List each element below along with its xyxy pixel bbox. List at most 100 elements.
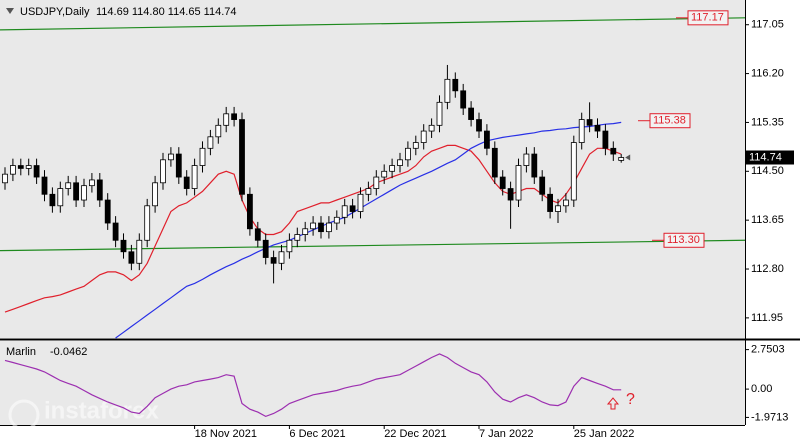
candle-body [357,193,364,212]
candle [286,233,293,259]
candle-body [81,185,87,201]
current-price-box [746,150,794,165]
candle-body [9,165,16,175]
candle [278,244,285,271]
candle-body [452,78,459,92]
candle-body [412,142,419,149]
candle-body [539,176,546,195]
candle-body [420,130,427,143]
y-tick-label: 116.20 [751,67,784,79]
candle [563,193,569,213]
candle [318,216,324,239]
candle [515,158,522,207]
y-tick-label: 112.80 [751,263,784,275]
candle-body [73,182,79,201]
candle [618,154,625,163]
candle-body [373,176,380,189]
candle-body [483,130,490,149]
candle [381,164,388,184]
candle-body [231,113,238,120]
candle-body [594,124,601,132]
candle-body [144,205,151,241]
candle-body [547,193,553,212]
candle [547,187,553,219]
candle [152,175,159,213]
symbol-title: USDJPY,Daily [20,6,90,18]
candle [310,216,317,236]
candle-body [112,222,119,241]
candle [175,147,182,184]
candle [483,124,490,156]
candle-body [278,251,285,264]
candle [144,198,151,248]
symbol-icon [6,8,14,14]
candle-body [191,165,198,189]
candle [239,112,245,202]
ohlc-text: 114.69 114.80 114.65 114.74 [96,6,236,18]
y-tick-label: 2.7503 [751,344,785,356]
indicator-title: Marlin [6,346,36,358]
candle-body [183,176,190,189]
candle-body [104,199,111,224]
candle [254,221,261,248]
candle-body [468,107,475,120]
level-label: 115.38 [653,115,686,127]
candle [491,141,498,184]
candle [468,101,475,127]
x-tick-label: 22 Dec 2021 [384,428,446,440]
candle [223,106,230,133]
candle [33,158,40,184]
candle-body [460,90,467,109]
candle-body [515,165,522,201]
level-label: 117.17 [691,12,724,24]
candle-body [25,165,32,169]
candle-body [167,153,174,161]
level-box [649,113,691,129]
candle [136,233,143,271]
candle [610,141,617,161]
candle-body [65,182,72,189]
watermark-tagline: Instant Forex Trading [46,428,141,439]
candle-body [246,193,253,230]
candle [570,135,577,207]
candle-body [49,193,56,207]
candle [120,233,127,259]
candle [460,83,467,115]
candle [389,158,396,179]
candle [9,158,16,182]
candle [586,102,593,133]
candle-body [507,188,514,201]
candle [270,250,277,284]
candle-body [120,239,127,253]
candle-body [152,182,159,207]
y-tick-label: 115.35 [751,116,784,128]
candle [191,158,198,196]
candle-body [302,228,309,235]
candle [499,170,506,196]
candle-body [570,142,577,201]
candle-body [160,159,166,184]
candle-body [586,119,593,126]
candle-body [428,124,435,132]
watermark-logo [8,399,40,431]
candle [436,95,443,133]
candle [420,124,427,150]
moving-average [115,121,622,339]
candle-body [381,170,388,178]
candle-body [239,119,245,195]
candle-body [499,176,506,189]
watermark: instaforex Instant Forex Trading [8,397,159,439]
candle [2,167,8,190]
candle-body [17,165,24,169]
indicator-line [4,353,622,418]
candle [104,193,111,230]
candle [333,210,340,230]
candle-body [294,234,301,241]
candle-body [578,119,585,143]
candle [17,158,24,176]
candle [73,175,79,207]
candle-body [96,179,103,201]
candle [404,141,411,167]
candle-body [610,147,617,155]
